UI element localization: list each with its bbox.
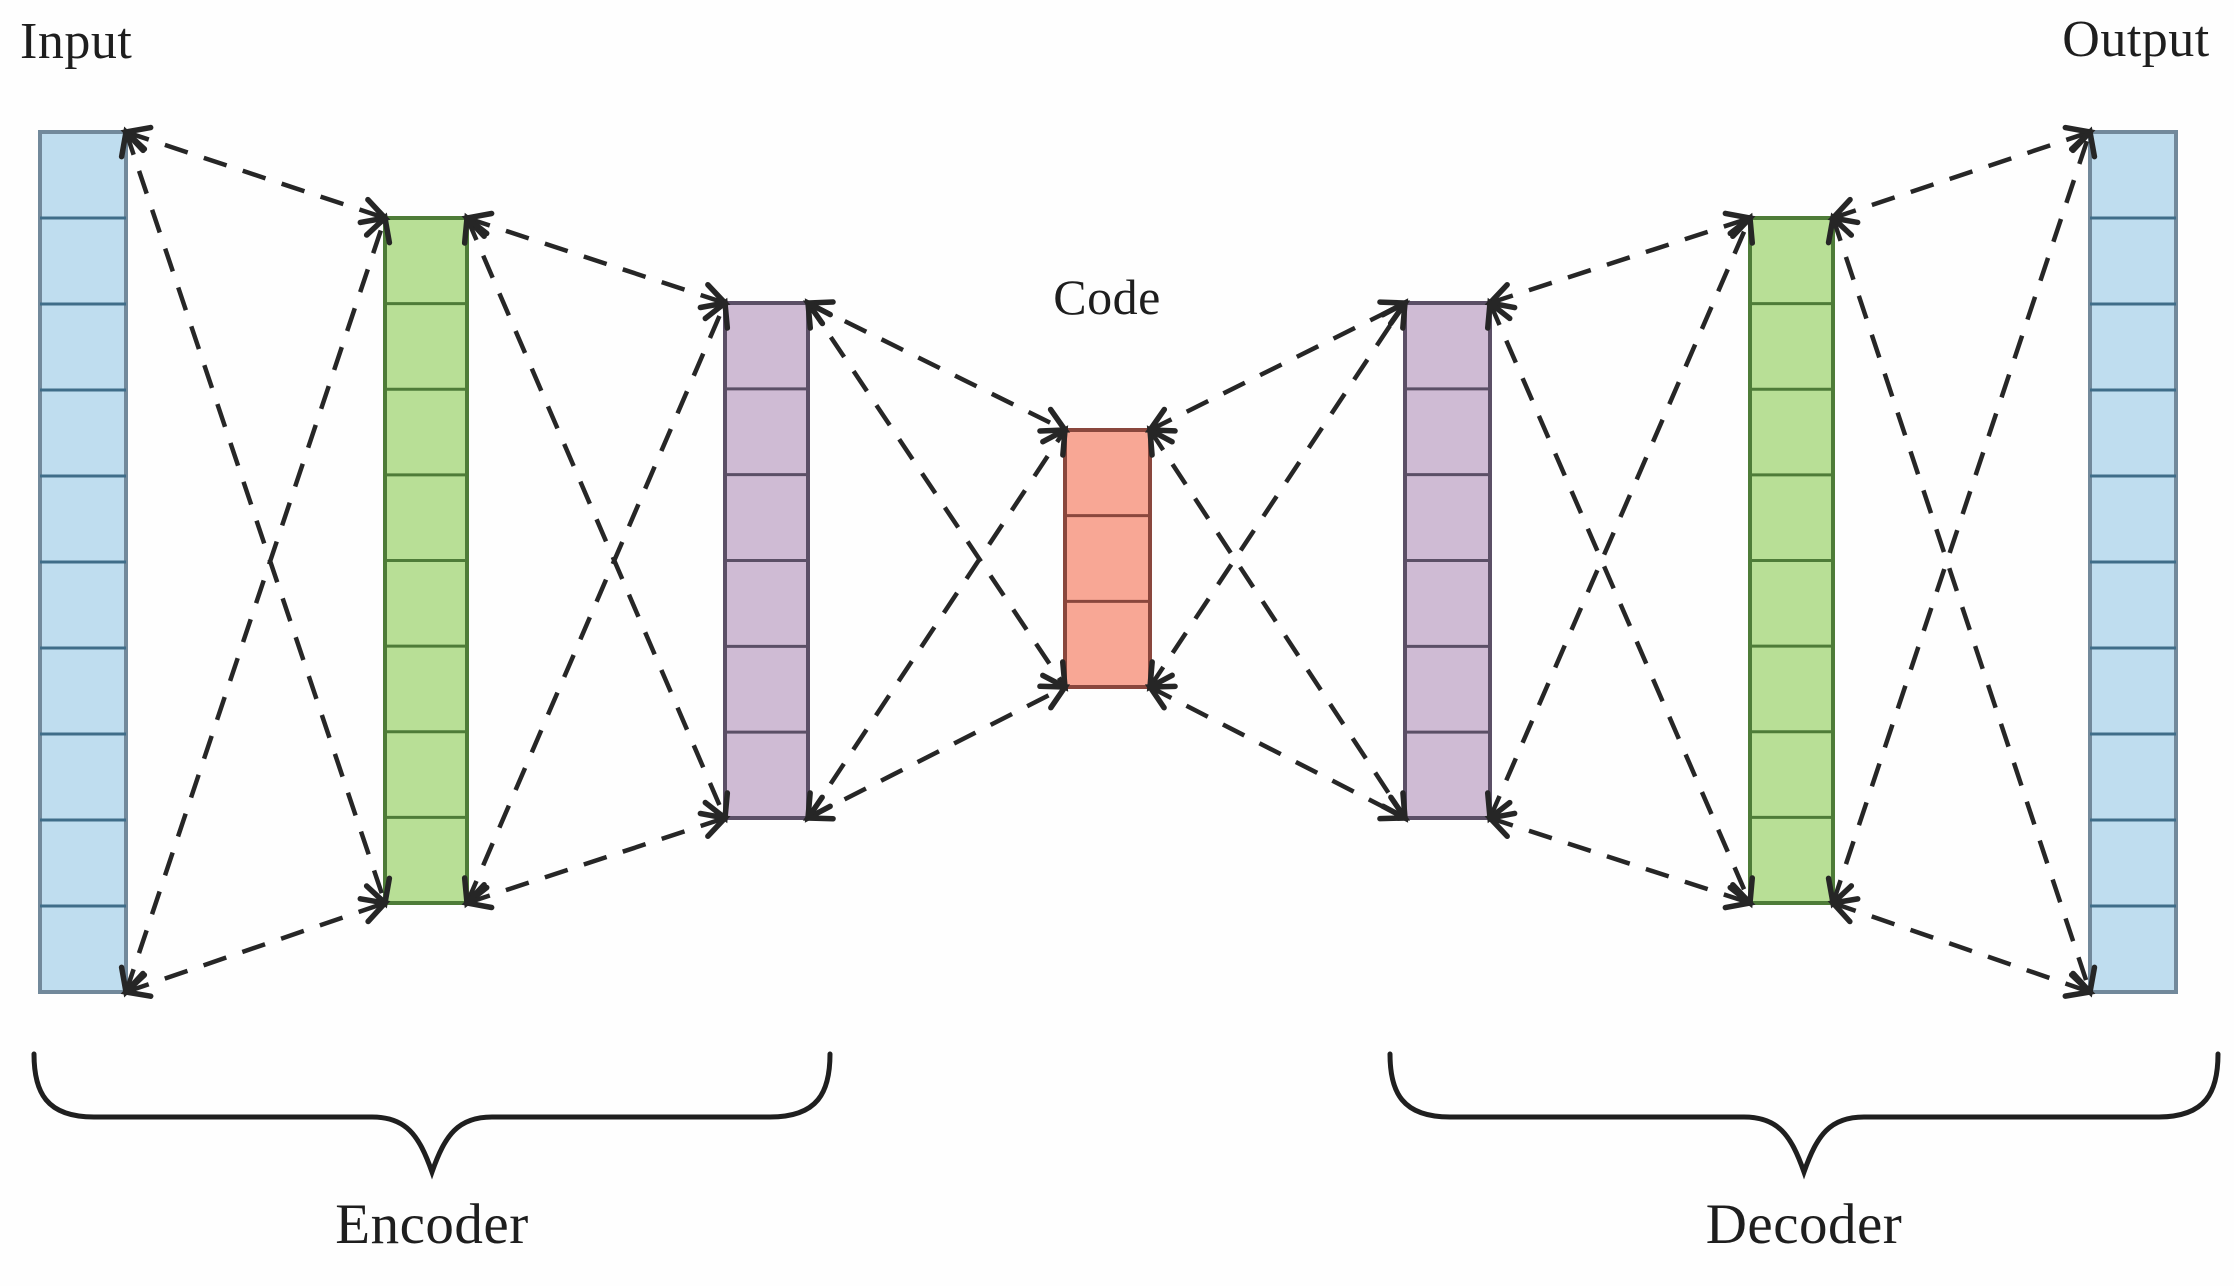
encoder-label: Encoder bbox=[335, 1193, 529, 1256]
connection-code-layer-to-decoder-hidden-1 bbox=[1144, 683, 1411, 822]
connection-encoder-hidden-2-to-code-layer bbox=[802, 299, 1071, 434]
connection-decoder-hidden-1-to-decoder-hidden-2 bbox=[1484, 210, 1756, 311]
connection-decoder-hidden-2-to-output-layer bbox=[1827, 124, 2096, 226]
layer-columns bbox=[38, 130, 2178, 994]
code-layer-frame bbox=[1063, 428, 1152, 689]
connection-arrows bbox=[118, 124, 2098, 999]
connection-decoder-hidden-2-to-output-layer bbox=[1827, 896, 2096, 999]
connection-decoder-hidden-1-to-decoder-hidden-2 bbox=[1484, 297, 1756, 909]
connection-input-layer-to-encoder-hidden-1 bbox=[118, 126, 393, 909]
connection-encoder-hidden-2-to-code-layer bbox=[804, 298, 1069, 692]
connection-decoder-hidden-1-to-decoder-hidden-2 bbox=[1484, 810, 1756, 911]
connection-input-layer-to-encoder-hidden-1 bbox=[120, 896, 391, 999]
code-label: Code bbox=[1053, 269, 1161, 325]
connection-input-layer-to-encoder-hidden-1 bbox=[120, 124, 391, 226]
section-braces bbox=[31, 1051, 2221, 1180]
decoder-brace bbox=[1387, 1051, 2221, 1180]
connection-decoder-hidden-2-to-output-layer bbox=[1825, 212, 2098, 998]
connection-code-layer-to-decoder-hidden-1 bbox=[1146, 425, 1409, 823]
connection-code-layer-to-decoder-hidden-1 bbox=[1144, 299, 1411, 434]
encoder-brace bbox=[31, 1051, 833, 1180]
connection-encoder-hidden-1-to-encoder-hidden-2 bbox=[461, 212, 731, 824]
connection-input-layer-to-encoder-hidden-1 bbox=[118, 212, 393, 998]
connection-encoder-hidden-1-to-encoder-hidden-2 bbox=[461, 210, 731, 311]
output-label: Output bbox=[2062, 11, 2210, 68]
connection-encoder-hidden-2-to-code-layer bbox=[804, 425, 1069, 823]
connection-encoder-hidden-2-to-code-layer bbox=[802, 683, 1071, 822]
input-label: Input bbox=[20, 13, 133, 70]
connection-encoder-hidden-1-to-encoder-hidden-2 bbox=[461, 297, 731, 909]
decoder-label: Decoder bbox=[1705, 1193, 1903, 1256]
connection-encoder-hidden-1-to-encoder-hidden-2 bbox=[461, 810, 731, 911]
connection-code-layer-to-decoder-hidden-1 bbox=[1146, 298, 1409, 692]
connection-decoder-hidden-2-to-output-layer bbox=[1825, 126, 2098, 909]
connection-decoder-hidden-1-to-decoder-hidden-2 bbox=[1484, 212, 1756, 824]
